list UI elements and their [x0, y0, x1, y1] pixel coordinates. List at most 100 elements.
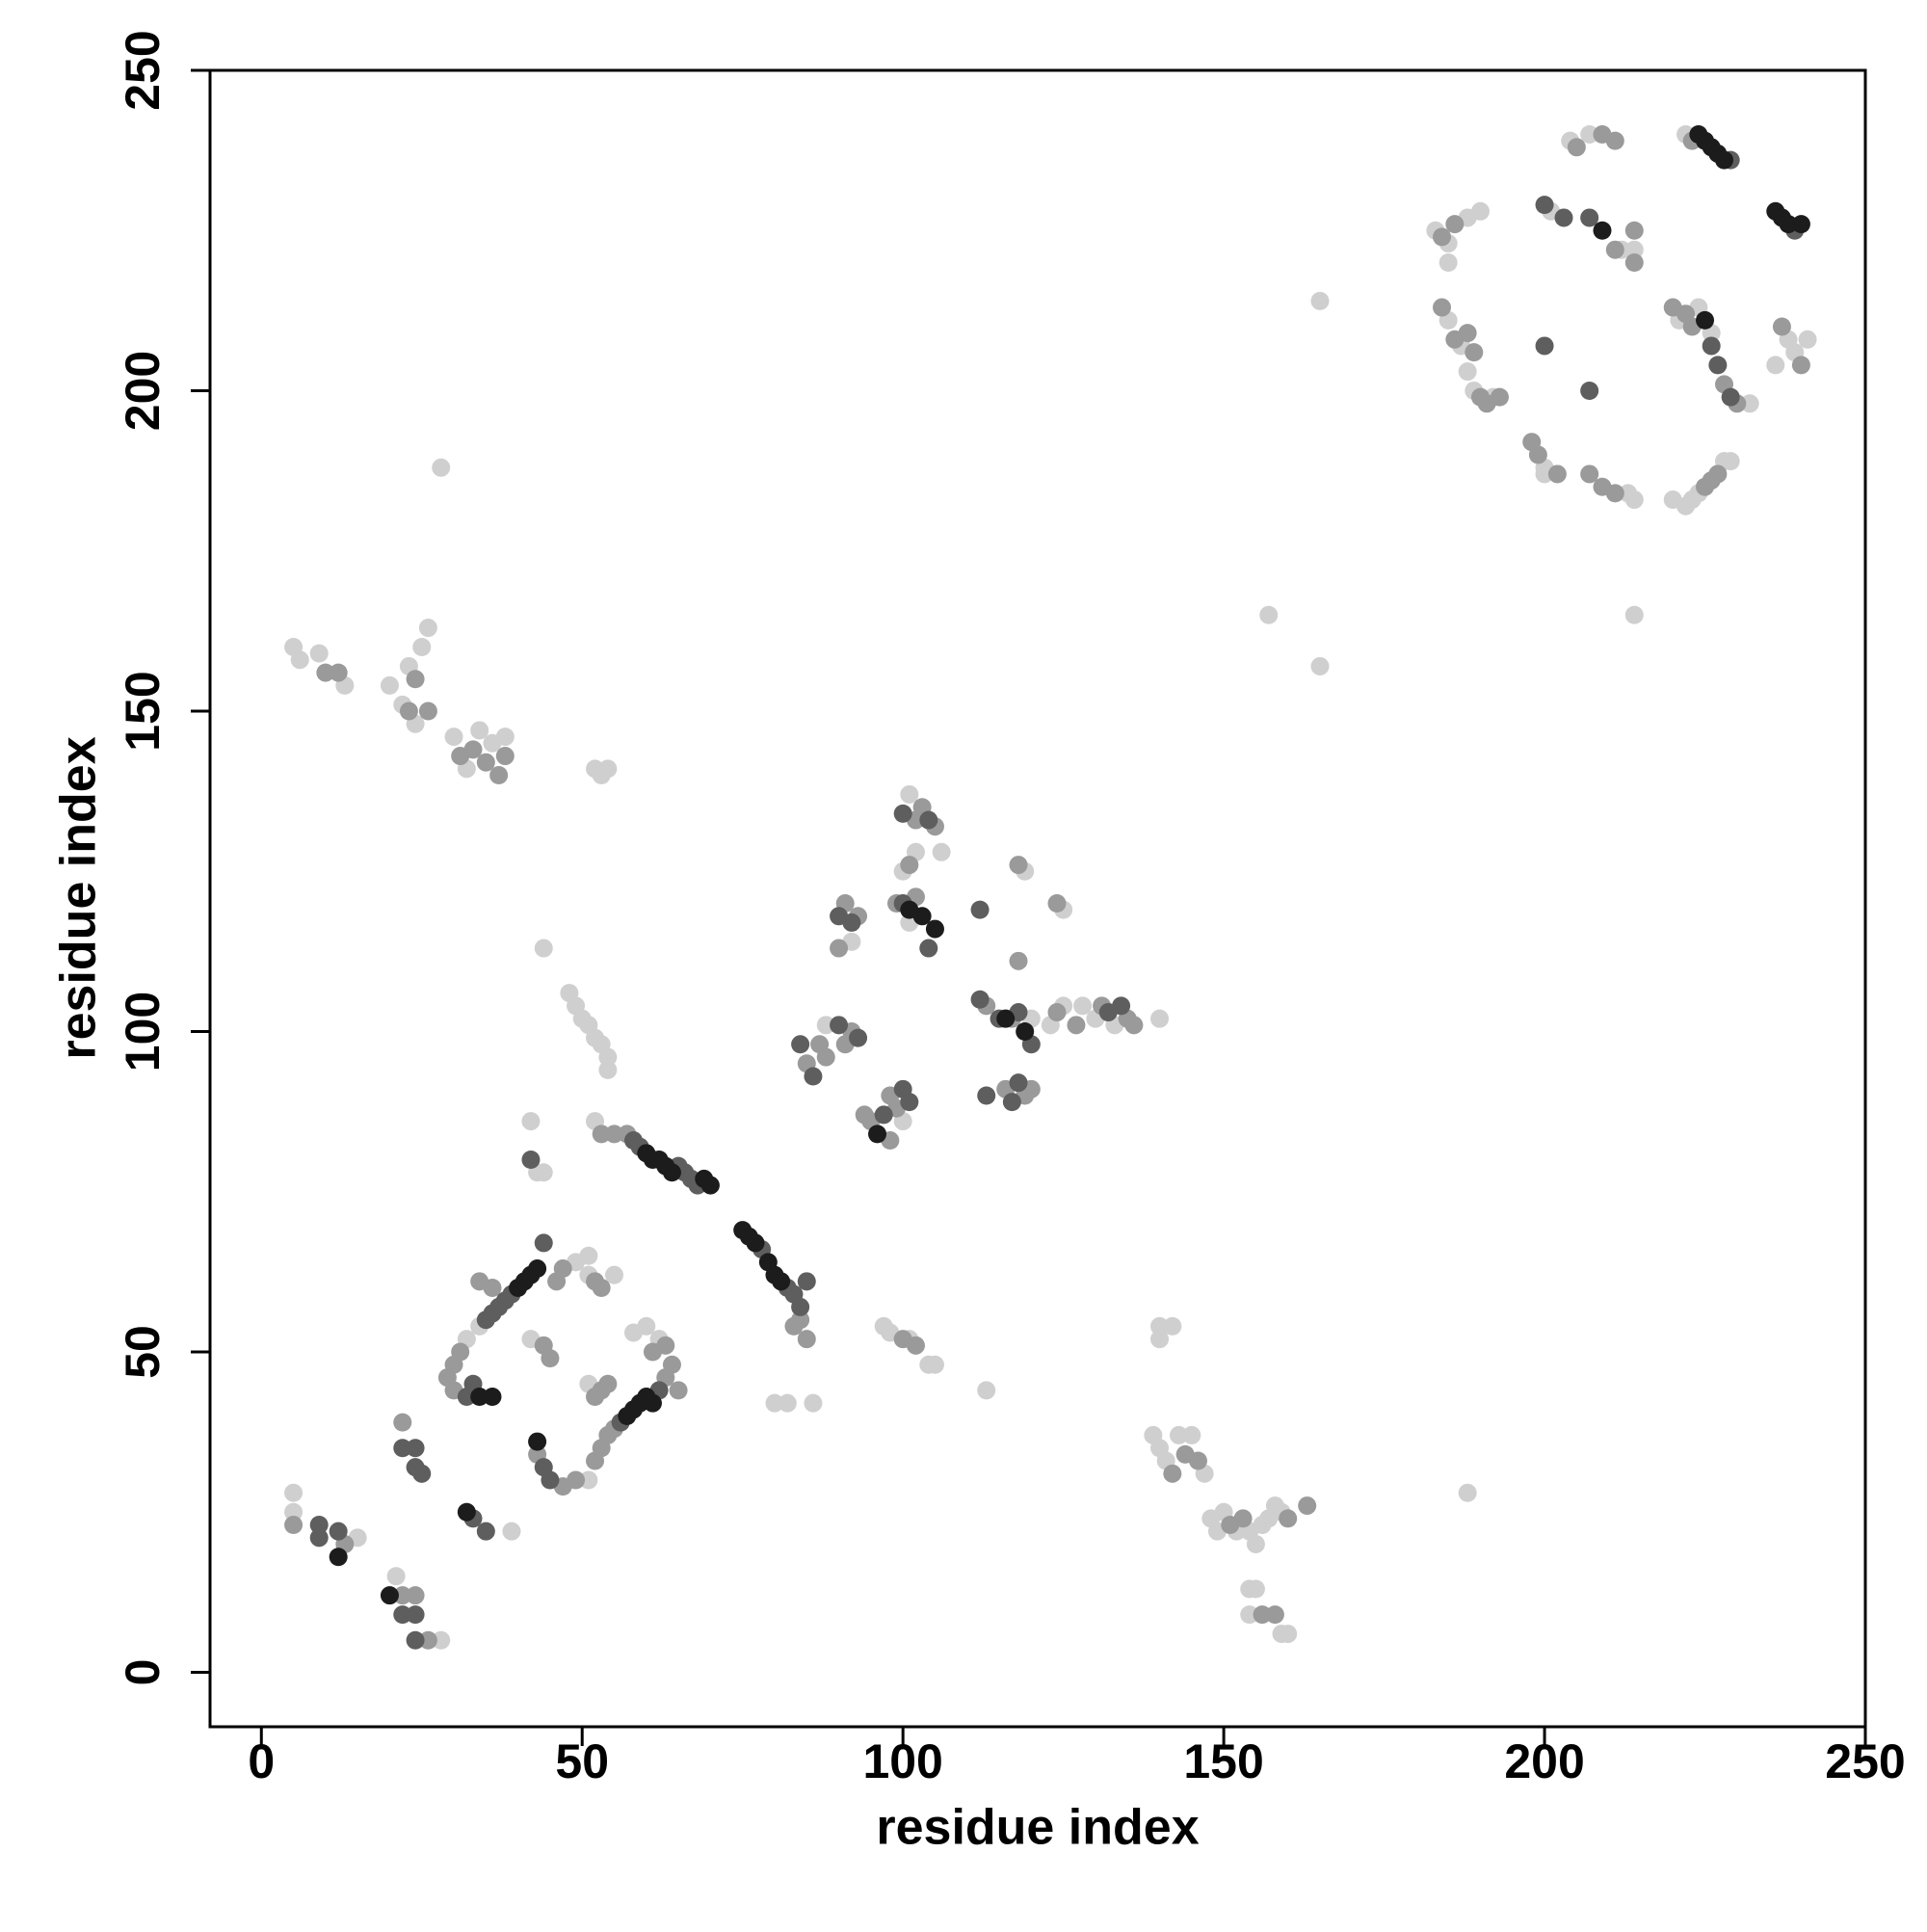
point — [1696, 310, 1715, 330]
point — [1528, 445, 1547, 464]
point — [1791, 215, 1810, 234]
plot-frame — [208, 68, 1867, 1729]
point — [662, 1355, 681, 1374]
point — [874, 1105, 893, 1125]
point — [393, 1413, 412, 1432]
y-tick-label: 150 — [116, 671, 170, 751]
point — [816, 1047, 835, 1067]
point — [1002, 1093, 1021, 1112]
point — [1798, 330, 1817, 349]
point — [919, 939, 938, 958]
x-tick-label: 50 — [555, 1734, 609, 1788]
point — [509, 1278, 528, 1297]
point — [804, 1393, 823, 1413]
point — [284, 1502, 304, 1522]
point — [432, 458, 451, 477]
point — [329, 1522, 348, 1541]
point — [386, 1567, 406, 1586]
point — [977, 1086, 996, 1105]
point — [1624, 221, 1644, 240]
point — [598, 1047, 618, 1067]
point — [483, 1388, 502, 1407]
point — [1580, 464, 1599, 484]
point — [1624, 605, 1644, 624]
point — [1721, 387, 1740, 407]
point — [925, 1355, 944, 1374]
point — [1445, 215, 1465, 234]
point — [579, 1470, 598, 1490]
point — [1246, 1579, 1265, 1599]
point — [412, 1464, 432, 1483]
point — [842, 913, 861, 932]
point — [669, 1381, 688, 1400]
point — [432, 1630, 451, 1650]
y-tick-label: 0 — [116, 1659, 170, 1686]
point — [476, 753, 495, 772]
point — [1547, 464, 1567, 484]
point — [476, 1310, 495, 1330]
y-tick-label: 250 — [116, 30, 170, 110]
point — [592, 1125, 611, 1144]
x-tick-label: 200 — [1504, 1734, 1584, 1788]
point — [1567, 138, 1586, 157]
point — [1580, 381, 1599, 400]
x-tick-label: 150 — [1183, 1734, 1263, 1788]
point — [1265, 1605, 1284, 1625]
point — [399, 701, 418, 721]
point — [1580, 124, 1599, 144]
point — [598, 759, 618, 779]
point — [1188, 1451, 1207, 1470]
point — [893, 804, 912, 823]
y-axis-label: residue index — [51, 736, 107, 1059]
point — [316, 663, 335, 682]
point — [1605, 131, 1624, 150]
point — [1772, 317, 1791, 336]
point — [1124, 1016, 1144, 1035]
point — [662, 1163, 681, 1182]
point — [290, 650, 309, 670]
point — [309, 1528, 329, 1548]
point — [534, 1233, 553, 1253]
point — [1009, 1073, 1028, 1093]
point — [393, 1605, 412, 1625]
point — [1535, 196, 1554, 215]
point — [406, 1605, 425, 1625]
point — [1112, 996, 1131, 1016]
point — [1310, 291, 1330, 310]
x-tick-label: 100 — [862, 1734, 942, 1788]
point — [1458, 1483, 1477, 1502]
point — [816, 1016, 835, 1035]
point — [1047, 1003, 1067, 1022]
point — [541, 1470, 560, 1490]
point — [746, 1233, 765, 1253]
point — [970, 900, 990, 919]
point — [1465, 343, 1484, 362]
point — [1279, 1509, 1298, 1528]
point — [996, 1009, 1016, 1028]
point — [541, 1349, 560, 1368]
point — [1182, 1425, 1201, 1444]
point — [868, 1125, 887, 1144]
point — [1433, 298, 1452, 317]
point — [1458, 324, 1477, 343]
point — [567, 1470, 586, 1490]
point — [284, 1483, 304, 1502]
point — [1779, 215, 1798, 234]
point — [309, 644, 329, 663]
point — [476, 1522, 495, 1541]
point — [418, 619, 437, 638]
point — [1605, 484, 1624, 503]
point — [1624, 240, 1644, 259]
point — [1009, 856, 1028, 875]
point — [1470, 201, 1490, 221]
point — [495, 747, 515, 766]
point — [1259, 605, 1279, 624]
point — [849, 1028, 868, 1047]
point — [784, 1316, 804, 1336]
point — [643, 1393, 662, 1413]
point — [1791, 356, 1810, 375]
point — [912, 907, 932, 926]
point — [393, 1586, 412, 1605]
point — [1708, 356, 1728, 375]
